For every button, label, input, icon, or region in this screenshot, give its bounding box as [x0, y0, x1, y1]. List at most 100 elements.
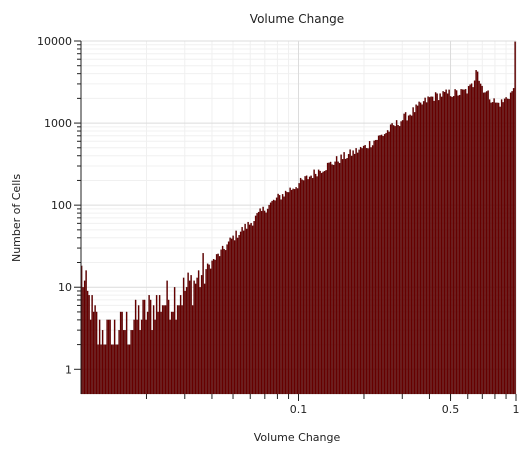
histogram-bar	[269, 202, 272, 395]
histogram-bar	[196, 277, 198, 395]
histogram-bar	[236, 237, 239, 395]
histogram-bar	[85, 270, 87, 395]
histogram-bar	[367, 148, 369, 395]
histogram-bar	[311, 177, 314, 395]
histogram-bar	[373, 140, 375, 395]
histogram-bar	[109, 319, 111, 395]
histogram-bar	[106, 319, 108, 395]
histogram-bar	[416, 105, 419, 395]
histogram-bar	[463, 89, 465, 395]
histogram-bar	[256, 213, 258, 395]
histogram-bar	[487, 90, 489, 395]
histogram-bar	[500, 99, 503, 395]
histogram-bar	[151, 330, 153, 395]
histogram-bar	[304, 176, 306, 395]
histogram-bar	[103, 344, 105, 395]
histogram-bar	[329, 161, 332, 395]
histogram-bar	[226, 244, 228, 395]
histogram-bar	[389, 124, 392, 395]
histogram-bar	[496, 102, 498, 395]
histogram-bar	[209, 268, 212, 395]
histogram-bar	[92, 311, 95, 395]
histogram-bar	[133, 319, 135, 395]
histogram-bar	[179, 295, 182, 395]
histogram-bar	[371, 145, 374, 395]
histogram-bar	[493, 98, 495, 395]
histogram-bar	[308, 176, 311, 395]
histogram-bar	[235, 230, 237, 395]
histogram-bar	[355, 148, 357, 395]
histogram-bar	[113, 319, 116, 395]
histogram-bar	[334, 161, 336, 395]
histogram-bar	[193, 280, 195, 395]
histogram-bar	[110, 344, 113, 395]
histogram-bar	[352, 150, 354, 395]
histogram-bar	[145, 319, 147, 395]
histogram-bar	[163, 305, 165, 395]
histogram-bar	[409, 114, 411, 395]
histogram-bar	[167, 299, 170, 395]
x-axis-title: Volume Change	[254, 431, 341, 444]
histogram-bar	[421, 104, 423, 395]
histogram-bar	[460, 89, 462, 395]
x-tick-label: 1	[513, 403, 520, 416]
histogram-bar	[464, 89, 467, 395]
histogram-bar	[322, 171, 324, 395]
histogram-bar	[188, 280, 191, 395]
histogram-bar	[323, 170, 326, 395]
histogram-bar	[509, 92, 512, 395]
histogram-bar	[250, 222, 252, 395]
histogram-bar	[218, 256, 221, 395]
histogram-bar	[220, 249, 222, 395]
histogram-bar	[265, 212, 267, 395]
histogram-bar	[320, 172, 323, 395]
histogram-bar	[118, 330, 120, 395]
histogram-bar	[391, 123, 393, 395]
histogram-bar	[242, 230, 245, 395]
histogram-bar	[361, 148, 363, 395]
histogram-bar	[266, 208, 269, 395]
histogram-bar	[470, 83, 473, 395]
histogram-bar	[203, 283, 206, 395]
histogram-bar	[382, 135, 384, 395]
histogram-bar	[469, 84, 471, 395]
histogram-bar	[257, 211, 260, 395]
histogram-bar	[439, 93, 441, 395]
histogram-bar	[431, 96, 434, 395]
histogram-bar	[454, 89, 456, 395]
histogram-bar	[467, 85, 470, 395]
histogram-bar	[385, 132, 387, 395]
histogram-bar	[335, 156, 338, 395]
histogram-bar	[154, 319, 156, 395]
histogram-bar	[287, 192, 290, 395]
histogram-bar	[200, 275, 203, 395]
histogram-bar	[227, 241, 230, 395]
histogram-bar	[233, 240, 236, 395]
histogram-bar	[143, 299, 146, 395]
histogram-bar	[341, 159, 344, 395]
histogram-bar	[443, 91, 446, 395]
histogram-bar	[455, 90, 458, 395]
histogram-bar	[89, 319, 92, 395]
histogram-bar	[272, 199, 275, 395]
histogram-bar	[482, 92, 485, 395]
histogram-bar	[380, 134, 383, 395]
histogram-bar	[221, 245, 224, 395]
histogram-bar	[403, 113, 405, 395]
y-tick-label: 1	[65, 363, 72, 376]
histogram-bar	[214, 259, 216, 395]
histogram-bar	[278, 195, 281, 395]
histogram-bar	[107, 319, 110, 395]
histogram-bar	[217, 253, 219, 395]
histogram-bar	[488, 99, 491, 395]
histogram-bar	[310, 175, 312, 395]
histogram-bar	[212, 259, 215, 395]
histogram-bar	[127, 344, 129, 395]
histogram-bar	[484, 92, 486, 395]
histogram-bar	[370, 147, 372, 395]
histogram-bar	[299, 177, 302, 395]
histogram-bar	[503, 98, 506, 395]
histogram-bar	[239, 231, 242, 395]
histogram-bar	[313, 169, 315, 395]
